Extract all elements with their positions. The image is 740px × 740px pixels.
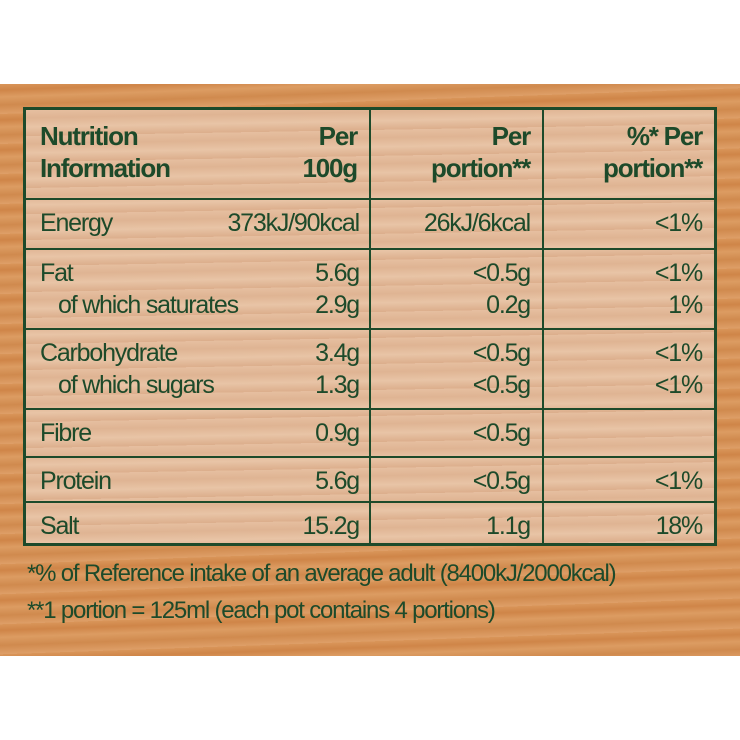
header-title-1: Nutrition <box>40 121 139 151</box>
reference-intake-value <box>558 417 702 449</box>
per-portion-value: <0.5g <box>472 419 531 447</box>
nutrient-row: Fat 5.6g of which saturates 2.9g <0.5g 0.2g <1… <box>26 248 714 328</box>
nutrient-name: of which saturates <box>58 291 239 319</box>
per-portion-value: 26kJ/6kcal <box>423 209 531 237</box>
footnote-reference-intake: *% of Reference intake of an average adu… <box>27 560 617 587</box>
nutrient-name: Fibre <box>40 419 92 447</box>
nutrient-name: Protein <box>40 467 112 495</box>
header-row: Nutrition Information Per 100g Per portion*… <box>26 110 714 198</box>
footnote-portion: **1 portion = 125ml (each pot contains 4… <box>27 597 496 624</box>
reference-intake-value: <1% <box>654 259 703 287</box>
header-ri-1: %* Per <box>626 121 703 151</box>
per-100g-value: 1.3g <box>315 371 360 399</box>
per-portion-value: 1.1g <box>486 512 531 540</box>
nutrient-name: Carbohydrate <box>40 339 178 367</box>
reference-intake-value: <1% <box>654 209 703 237</box>
nutrient-name: of which sugars <box>58 371 215 399</box>
reference-intake-value: 18% <box>655 512 704 540</box>
nutrient-name: Fat <box>40 259 74 287</box>
header-per100-1: Per <box>318 121 359 151</box>
per-100g-value: 15.2g <box>302 512 360 540</box>
nutrient-row: Fibre 0.9g <0.5g <box>26 408 714 456</box>
per-portion-value: 0.2g <box>486 291 531 319</box>
per-100g-value: 5.6g <box>315 467 360 495</box>
reference-intake-value: <1% <box>654 371 703 399</box>
header-title-2: Information <box>40 153 171 183</box>
per-100g-value: 373kJ/90kcal <box>227 209 360 237</box>
header-per100-2: 100g <box>302 153 359 183</box>
nutrient-name: Energy <box>40 209 113 237</box>
nutrient-name: Salt <box>40 512 79 540</box>
nutrition-table: Nutrition Information Per 100g Per portion*… <box>23 107 717 546</box>
nutrient-row: Carbohydrate 3.4g of which sugars 1.3g <0.5g… <box>26 328 714 408</box>
nutrient-row: Protein 5.6g <0.5g <1% <box>26 456 714 501</box>
per-portion-value: <0.5g <box>472 467 531 495</box>
header-portion-1: Per <box>491 121 532 151</box>
per-portion-value: <0.5g <box>472 371 531 399</box>
per-100g-value: 3.4g <box>315 339 360 367</box>
reference-intake-value: <1% <box>654 339 703 367</box>
header-portion-2: portion** <box>431 153 531 183</box>
header-ri-2: portion** <box>603 153 703 183</box>
nutrient-row: Salt 15.2g 1.1g 18% <box>26 501 714 546</box>
nutrient-row: Energy 373kJ/90kcal 26kJ/6kcal <1% <box>26 198 714 248</box>
per-100g-value: 5.6g <box>315 259 360 287</box>
per-portion-value: <0.5g <box>472 259 531 287</box>
reference-intake-value: <1% <box>654 467 703 495</box>
per-100g-value: 0.9g <box>315 419 360 447</box>
per-portion-value: <0.5g <box>472 339 531 367</box>
reference-intake-value: 1% <box>668 291 703 319</box>
per-100g-value: 2.9g <box>315 291 360 319</box>
